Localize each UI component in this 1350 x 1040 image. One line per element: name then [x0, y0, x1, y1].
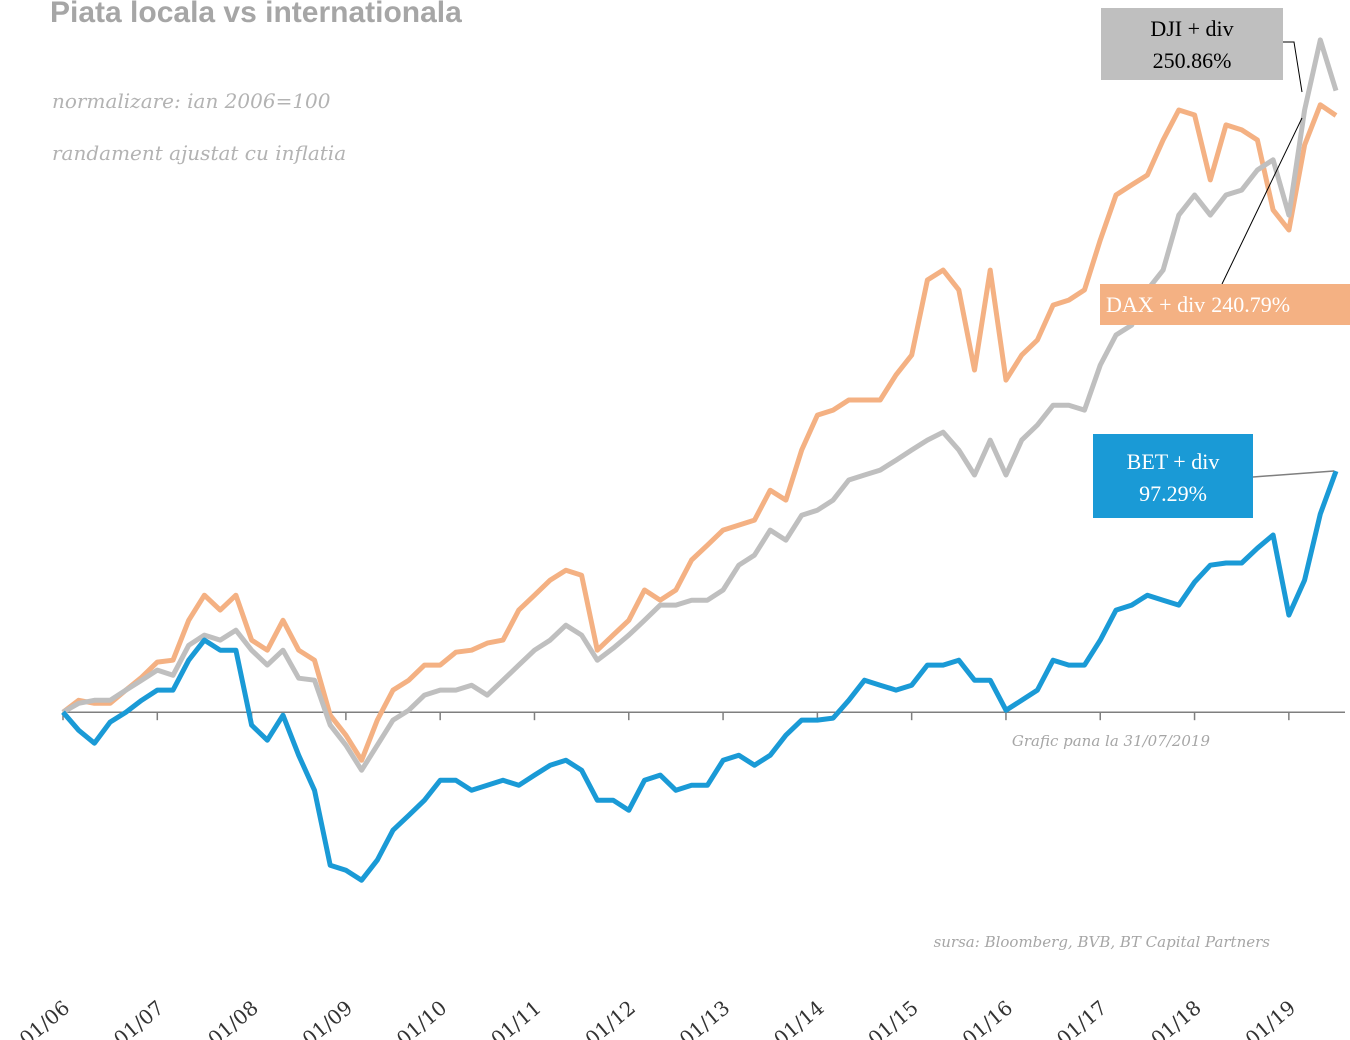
callout-box	[1100, 284, 1350, 325]
callout-text: DAX + div 240.79%	[1106, 292, 1290, 317]
chart-title: Piata locala vs internationala	[50, 0, 462, 29]
callout-box	[1093, 434, 1253, 518]
series-line	[61, 102, 1338, 763]
x-tick-label: 01/19	[1240, 995, 1300, 1040]
callout-value: 250.86%	[1153, 48, 1232, 73]
plot-area: 01/06 01/07 01/08 01/09 01/10 01/11 01/12 01/13…	[15, 37, 1345, 1040]
x-tick-label: 01/07	[109, 995, 169, 1040]
callout-value: 240.79%	[1211, 292, 1290, 317]
callout-box	[1101, 8, 1283, 80]
x-tick-label: 01/14	[769, 995, 829, 1040]
callout-name: DJI + div	[1150, 16, 1233, 41]
x-tick-label: 01/10	[392, 995, 452, 1040]
x-tick-label: 01/15	[863, 995, 923, 1040]
series-line	[61, 37, 1339, 773]
x-tick-label: 01/06	[15, 995, 75, 1040]
leader-line	[1221, 117, 1303, 285]
subtitle: randament ajustat cu inflatia	[52, 141, 346, 165]
note: Grafic pana la 31/07/2019	[1012, 732, 1211, 750]
x-tick-label: 01/18	[1146, 995, 1206, 1040]
callout-value: 97.29%	[1139, 481, 1207, 506]
callout-name: BET + div	[1127, 449, 1220, 474]
source: sursa: Bloomberg, BVB, BT Capital Partne…	[934, 933, 1271, 951]
x-tick-label: 01/13	[675, 995, 735, 1040]
series-line	[61, 470, 1339, 883]
leader-line	[1252, 470, 1335, 478]
subtitle: normalizare: ian 2006=100	[52, 89, 331, 113]
leader-line	[1283, 41, 1303, 93]
x-tick-label: 01/09	[298, 995, 358, 1040]
x-tick-label: 01/16	[958, 995, 1018, 1040]
callout-name: DAX + div	[1106, 292, 1205, 317]
x-tick-label: 01/08	[203, 995, 263, 1040]
x-tick-label: 01/17	[1052, 995, 1112, 1040]
x-tick-label: 01/12	[580, 995, 640, 1040]
x-tick-label: 01/11	[486, 995, 546, 1040]
